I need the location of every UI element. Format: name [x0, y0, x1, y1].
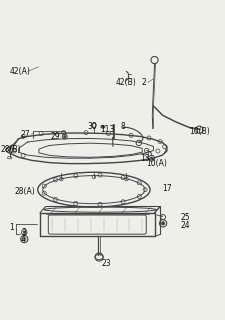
Circle shape	[22, 237, 26, 241]
Circle shape	[63, 135, 66, 138]
Text: 4: 4	[21, 235, 26, 244]
Text: 42(A): 42(A)	[10, 67, 30, 76]
Text: 3: 3	[21, 228, 26, 237]
Text: 25: 25	[180, 213, 189, 222]
Text: 113: 113	[100, 125, 115, 134]
Text: 29: 29	[50, 132, 59, 141]
Text: 13: 13	[139, 154, 149, 164]
Text: 23: 23	[101, 259, 111, 268]
Text: 10(A): 10(A)	[146, 159, 167, 168]
Circle shape	[23, 231, 25, 234]
Text: 1: 1	[10, 223, 14, 232]
Text: 10(B): 10(B)	[189, 127, 209, 136]
Text: 17: 17	[162, 184, 171, 193]
Text: 8: 8	[120, 122, 125, 131]
Text: 2: 2	[140, 78, 145, 87]
Text: 28(A): 28(A)	[14, 188, 35, 196]
Text: 27: 27	[21, 130, 30, 139]
Text: 24: 24	[180, 220, 189, 230]
Circle shape	[150, 157, 152, 160]
Text: 30: 30	[87, 122, 97, 131]
Circle shape	[161, 221, 164, 225]
Text: 28(B): 28(B)	[1, 145, 21, 154]
Circle shape	[101, 125, 104, 128]
Text: 42(B): 42(B)	[115, 78, 135, 87]
